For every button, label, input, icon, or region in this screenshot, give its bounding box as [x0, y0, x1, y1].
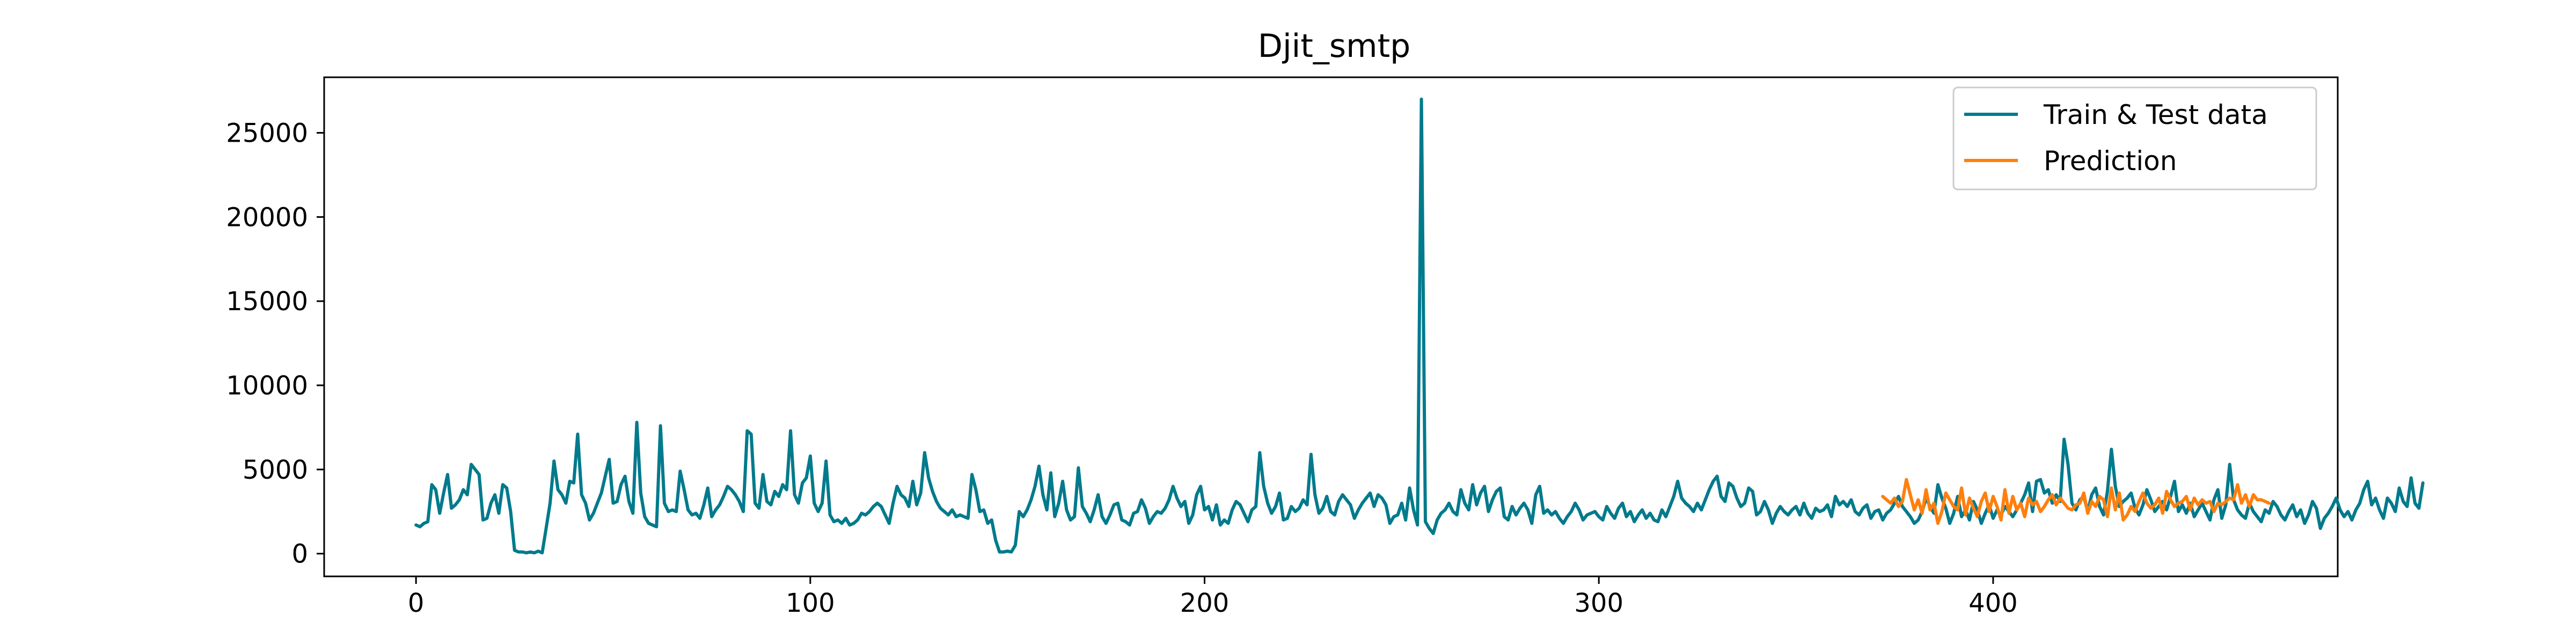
chart-title: Djit_smtp: [1258, 27, 1410, 65]
y-tick-label: 0: [291, 539, 308, 569]
x-tick-label: 0: [408, 588, 425, 618]
legend-box: [1952, 86, 2317, 191]
legend-label-prediction: Prediction: [2044, 145, 2177, 177]
x-tick-label: 200: [1180, 588, 1230, 618]
y-tick-label: 5000: [243, 455, 308, 485]
y-tick-label: 15000: [226, 287, 308, 317]
series-line-prediction: [1881, 478, 2271, 525]
y-tick-label: 25000: [226, 119, 308, 149]
series-group: [414, 97, 2425, 555]
plot-area-frame: [323, 76, 2339, 577]
y-tick-label: 20000: [226, 202, 308, 232]
x-tick-label: 100: [786, 588, 835, 618]
legend: Train & Test data Prediction: [1952, 86, 2317, 191]
x-tick-label: 400: [1968, 588, 2018, 618]
y-axis: 0 5000 10000 15000 20000 25000: [226, 119, 324, 569]
x-axis: 0 100 200 300 400: [408, 576, 2018, 618]
x-tick-label: 300: [1574, 588, 1623, 618]
y-tick-label: 10000: [226, 371, 308, 401]
legend-label-train-test-data: Train & Test data: [2043, 99, 2268, 130]
